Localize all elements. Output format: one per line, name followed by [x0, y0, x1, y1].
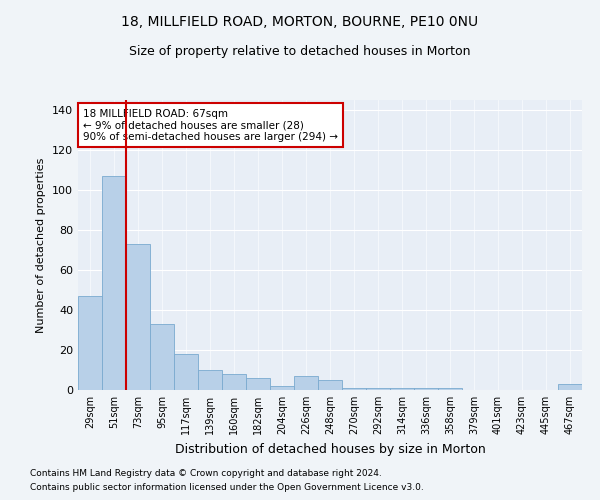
Bar — [558, 384, 582, 390]
Bar — [294, 376, 318, 390]
Bar — [318, 380, 342, 390]
Bar — [198, 370, 222, 390]
Bar — [414, 388, 438, 390]
Bar — [270, 386, 294, 390]
Y-axis label: Number of detached properties: Number of detached properties — [37, 158, 46, 332]
Text: Contains public sector information licensed under the Open Government Licence v3: Contains public sector information licen… — [30, 484, 424, 492]
Bar — [78, 296, 102, 390]
Bar — [126, 244, 150, 390]
X-axis label: Distribution of detached houses by size in Morton: Distribution of detached houses by size … — [175, 442, 485, 456]
Bar — [438, 388, 462, 390]
Bar — [246, 378, 270, 390]
Bar — [174, 354, 198, 390]
Text: 18, MILLFIELD ROAD, MORTON, BOURNE, PE10 0NU: 18, MILLFIELD ROAD, MORTON, BOURNE, PE10… — [121, 15, 479, 29]
Text: Size of property relative to detached houses in Morton: Size of property relative to detached ho… — [129, 45, 471, 58]
Bar — [150, 324, 174, 390]
Bar — [390, 388, 414, 390]
Bar — [102, 176, 126, 390]
Bar — [222, 374, 246, 390]
Text: Contains HM Land Registry data © Crown copyright and database right 2024.: Contains HM Land Registry data © Crown c… — [30, 468, 382, 477]
Text: 18 MILLFIELD ROAD: 67sqm
← 9% of detached houses are smaller (28)
90% of semi-de: 18 MILLFIELD ROAD: 67sqm ← 9% of detache… — [83, 108, 338, 142]
Bar — [342, 388, 366, 390]
Bar — [366, 388, 390, 390]
